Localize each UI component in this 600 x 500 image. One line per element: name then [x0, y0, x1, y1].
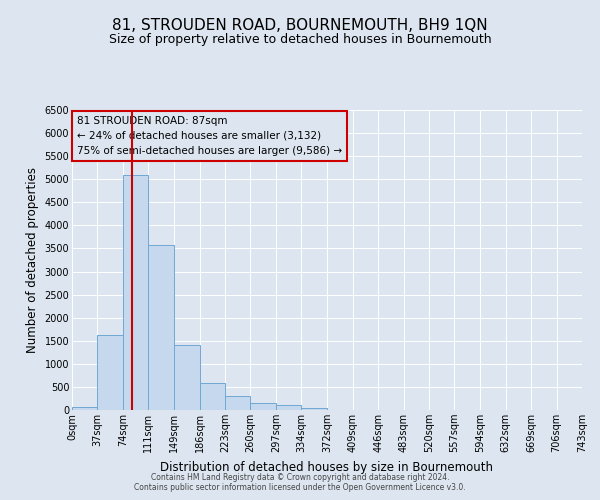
Bar — [301, 408, 328, 410]
Text: Contains HM Land Registry data © Crown copyright and database right 2024.: Contains HM Land Registry data © Crown c… — [151, 472, 449, 482]
Bar — [200, 383, 225, 410]
Text: Size of property relative to detached houses in Bournemouth: Size of property relative to detached ho… — [109, 32, 491, 46]
Bar — [276, 406, 301, 410]
Bar — [225, 396, 250, 410]
Bar — [174, 346, 200, 410]
Y-axis label: Number of detached properties: Number of detached properties — [26, 167, 39, 353]
Bar — [72, 406, 97, 410]
Bar — [148, 245, 174, 410]
Text: 81, STROUDEN ROAD, BOURNEMOUTH, BH9 1QN: 81, STROUDEN ROAD, BOURNEMOUTH, BH9 1QN — [112, 18, 488, 32]
Bar — [97, 335, 123, 410]
Text: 81 STROUDEN ROAD: 87sqm
← 24% of detached houses are smaller (3,132)
75% of semi: 81 STROUDEN ROAD: 87sqm ← 24% of detache… — [77, 116, 342, 156]
Text: Contains public sector information licensed under the Open Government Licence v3: Contains public sector information licen… — [134, 482, 466, 492]
Bar — [250, 403, 276, 410]
Bar — [123, 174, 148, 410]
X-axis label: Distribution of detached houses by size in Bournemouth: Distribution of detached houses by size … — [161, 460, 493, 473]
